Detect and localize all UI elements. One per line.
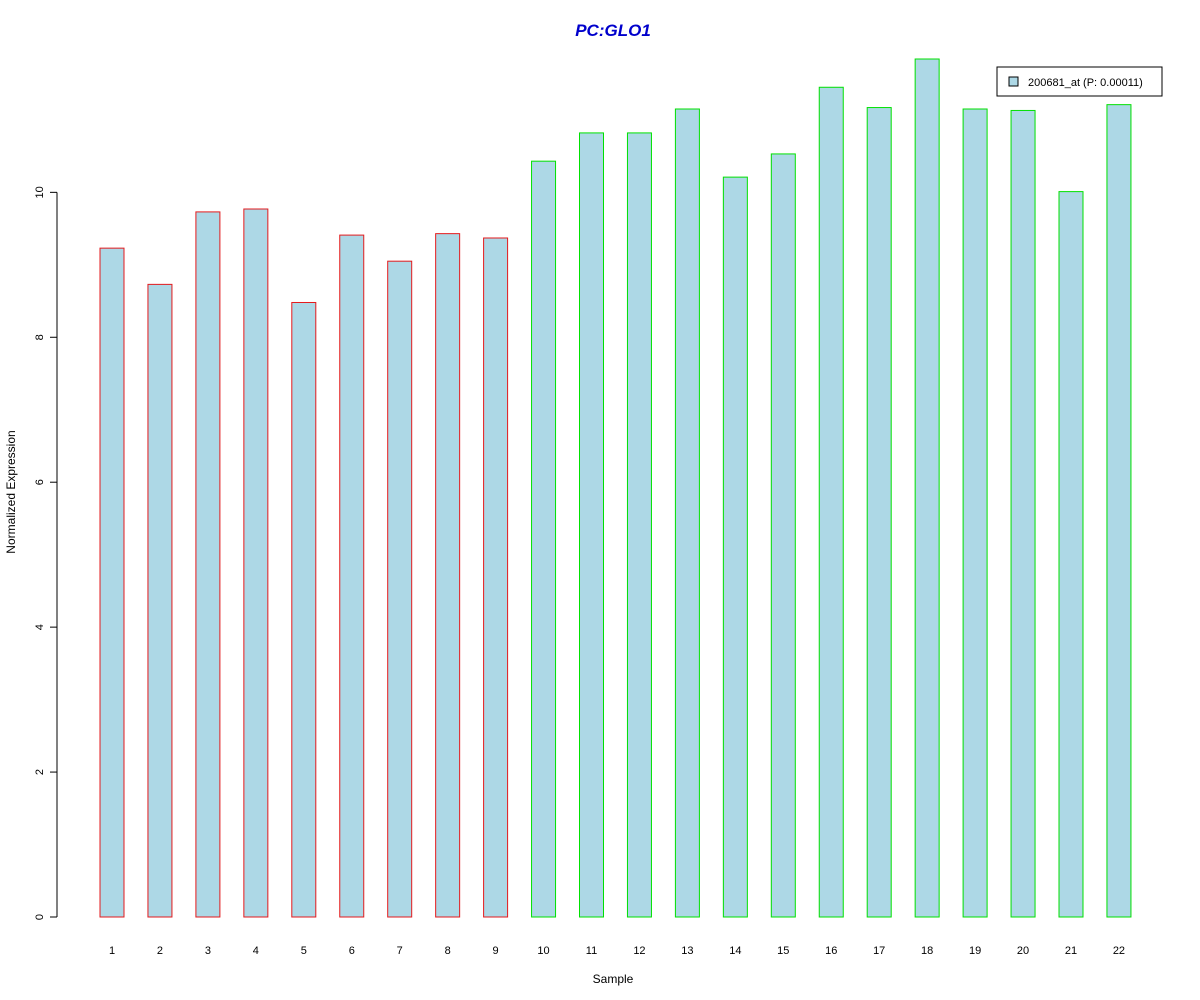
y-tick-label: 4 bbox=[34, 624, 46, 630]
bar bbox=[99, 247, 125, 918]
x-tick-label: 9 bbox=[493, 945, 499, 957]
y-tick-label: 8 bbox=[34, 334, 46, 340]
bar bbox=[243, 208, 269, 918]
x-tick-label: 21 bbox=[1065, 945, 1077, 957]
legend-swatch bbox=[1008, 76, 1019, 87]
bar bbox=[818, 86, 844, 918]
bar bbox=[674, 108, 700, 918]
x-tick-label: 5 bbox=[301, 945, 307, 957]
legend-box bbox=[996, 66, 1163, 97]
bar bbox=[866, 107, 892, 918]
bar bbox=[147, 283, 173, 918]
bar bbox=[291, 301, 317, 918]
bar bbox=[962, 108, 988, 918]
x-tick-label: 16 bbox=[825, 945, 837, 957]
x-tick-label: 12 bbox=[633, 945, 645, 957]
y-tick-label: 2 bbox=[34, 769, 46, 775]
chart-title: PC:GLO1 bbox=[575, 21, 651, 40]
x-tick-label: 3 bbox=[205, 945, 211, 957]
x-tick-label: 8 bbox=[445, 945, 451, 957]
bar bbox=[387, 260, 413, 918]
legend-entry-label: 200681_at (P: 0.00011) bbox=[1028, 77, 1143, 89]
legend: 200681_at (P: 0.00011) bbox=[996, 66, 1163, 97]
x-tick-label: 6 bbox=[349, 945, 355, 957]
bar bbox=[579, 132, 604, 918]
bar bbox=[914, 58, 940, 918]
bar bbox=[1010, 109, 1036, 918]
x-axis-label: Sample bbox=[593, 972, 634, 986]
bar bbox=[770, 153, 796, 918]
y-tick-label: 6 bbox=[34, 479, 46, 485]
bar bbox=[722, 176, 748, 918]
x-tick-label: 4 bbox=[253, 945, 259, 957]
x-tick-label: 22 bbox=[1113, 945, 1125, 957]
y-tick-label: 10 bbox=[34, 186, 46, 198]
x-tick-label: 15 bbox=[777, 945, 789, 957]
x-tick-label: 14 bbox=[729, 945, 741, 957]
x-tick-label: 1 bbox=[109, 945, 115, 957]
x-tick-labels: 1 2 3 4 5 6 7 8 9 10 11 12 13 14 15 16 17 18 19 20 21 22 bbox=[109, 945, 1125, 957]
x-tick-label: 7 bbox=[397, 945, 403, 957]
bar bbox=[195, 211, 221, 918]
bar bbox=[531, 160, 557, 918]
x-tick-label: 10 bbox=[537, 945, 549, 957]
x-tick-label: 2 bbox=[157, 945, 163, 957]
x-tick-label: 17 bbox=[873, 945, 885, 957]
bar bbox=[339, 234, 365, 918]
y-axis: 0 2 4 6 8 10 bbox=[34, 186, 58, 920]
bars bbox=[99, 58, 1132, 918]
x-tick-label: 18 bbox=[921, 945, 933, 957]
bar bbox=[1058, 191, 1084, 918]
x-tick-label: 20 bbox=[1017, 945, 1029, 957]
x-tick-label: 11 bbox=[586, 945, 597, 957]
bar bbox=[483, 237, 509, 918]
bar bbox=[626, 132, 652, 918]
x-tick-label: 19 bbox=[969, 945, 981, 957]
bar bbox=[435, 233, 461, 918]
x-tick-label: 13 bbox=[681, 945, 693, 957]
y-tick-label: 0 bbox=[34, 914, 46, 920]
y-axis-label: Normalized Expression bbox=[4, 430, 18, 553]
bar bbox=[1106, 104, 1132, 918]
